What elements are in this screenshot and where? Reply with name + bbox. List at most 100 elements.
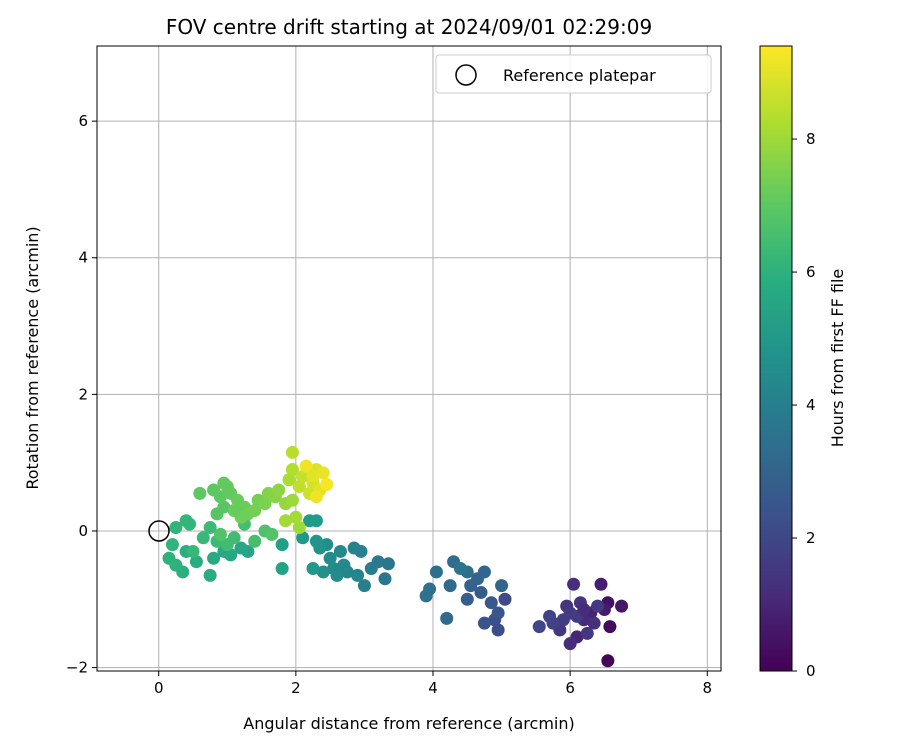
data-point [217,500,231,514]
data-point [474,585,488,599]
y-axis-ticks: −2 0 2 4 6 [66,112,97,677]
data-point [577,603,591,617]
data-point [213,527,227,541]
data-point [615,599,629,613]
data-point [543,609,557,623]
data-point [357,579,371,593]
data-point [460,592,474,606]
data-point [169,521,183,535]
data-point [591,599,605,613]
data-point [309,534,323,548]
data-point [320,478,334,492]
data-point [207,551,221,565]
data-point [429,565,443,579]
data-point [217,476,231,490]
data-point [603,620,617,634]
data-point [337,558,351,572]
data-point [556,613,570,627]
colorbar-tick-label: 4 [806,396,816,414]
data-point [275,538,289,552]
data-point [587,616,601,630]
data-point [323,551,337,565]
data-point [275,562,289,576]
data-point [309,514,323,528]
reference-platepar-marker [148,520,170,542]
x-axis-label: Angular distance from reference (arcmin) [243,714,574,733]
data-point [227,531,241,545]
legend-label: Reference platepar [503,66,656,85]
legend-marker [455,64,477,86]
plot-frame [96,45,722,672]
data-point [453,562,467,576]
data-point [580,626,594,640]
data-point [189,555,203,569]
y-tick-label: 6 [78,112,88,130]
data-point [179,514,193,528]
x-tick-label: 8 [703,679,713,697]
data-point [309,490,323,504]
data-point [285,462,299,476]
data-point [207,483,221,497]
y-tick-label: 0 [78,522,88,540]
data-point [289,510,303,524]
colorbar-ticks: 0 2 4 6 8 [792,130,816,680]
data-point [203,568,217,582]
y-tick-label: −2 [66,659,88,677]
chart-title: FOV centre drift starting at 2024/09/01 … [166,15,652,39]
data-point [306,562,320,576]
data-point [165,538,179,552]
data-point [316,466,330,480]
data-point [601,654,615,668]
data-point [381,557,395,571]
y-axis-label: Rotation from reference (arcmin) [23,226,42,489]
colorbar: 0 2 4 6 8 Hours from first FF file [759,45,847,680]
y-tick-label: 2 [78,385,88,403]
colorbar-tick-label: 8 [806,130,816,148]
data-point [186,544,200,558]
data-point [351,568,365,582]
x-tick-label: 2 [291,679,301,697]
colorbar-gradient [759,45,793,672]
x-tick-label: 6 [565,679,575,697]
colorbar-tick-label: 0 [806,662,816,680]
data-point [265,527,279,541]
data-point [498,592,512,606]
data-point [196,531,210,545]
data-point [495,579,509,593]
data-point [443,579,457,593]
data-point [193,486,207,500]
data-point [491,606,505,620]
data-point [594,577,608,591]
data-point [330,568,344,582]
data-point [285,445,299,459]
data-point [203,521,217,535]
x-tick-label: 4 [428,679,438,697]
data-point [532,620,546,634]
data-point [306,469,320,483]
data-point [282,473,296,487]
y-tick-label: 4 [78,249,88,267]
data-point [272,483,286,497]
data-point [477,616,491,630]
data-point [316,565,330,579]
data-point [333,544,347,558]
colorbar-label: Hours from first FF file [828,269,847,448]
data-point [347,541,361,555]
data-point [563,637,577,651]
data-point [484,596,498,610]
colorbar-tick-label: 2 [806,529,816,547]
grid-lines [97,46,721,671]
data-point [292,521,306,535]
colorbar-tick-label: 6 [806,263,816,281]
data-point [378,572,392,586]
data-points [162,445,629,668]
data-point [491,623,505,637]
data-point [299,459,313,473]
data-point [296,469,310,483]
x-tick-label: 0 [154,679,164,697]
data-point [279,514,293,528]
legend: Reference platepar [435,54,712,94]
data-point [234,541,248,555]
data-point [248,503,262,517]
